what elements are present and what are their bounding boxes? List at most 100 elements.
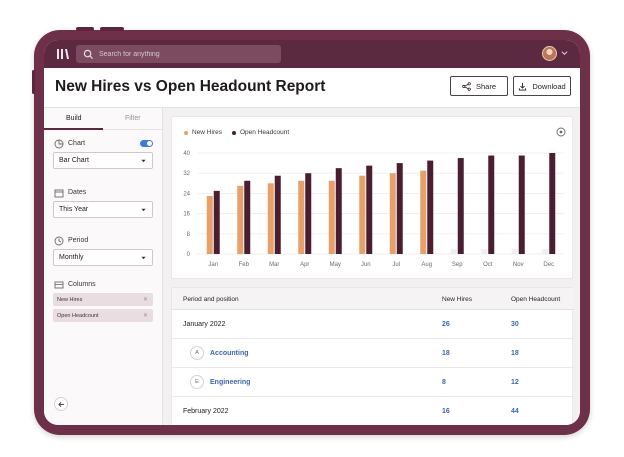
- row-name[interactable]: Engineering: [210, 379, 251, 386]
- chart-type-value: Bar Chart: [59, 157, 89, 164]
- active-tab-indicator: [44, 128, 103, 130]
- x-tick-label: Aug: [421, 262, 432, 268]
- bar-open-headcount: [335, 168, 342, 254]
- tablet-frame: New Hires vs Open Headount Report Share: [32, 27, 590, 435]
- column-header[interactable]: Open Headcount: [511, 296, 561, 303]
- legend-swatch: [231, 130, 236, 135]
- bar-open-headcount: [244, 180, 251, 254]
- period-label: Period: [68, 237, 89, 244]
- close-icon[interactable]: ✕: [142, 313, 148, 319]
- new-hires-value: 26: [442, 321, 450, 328]
- dates-select[interactable]: This Year: [53, 201, 153, 218]
- new-hires-value: 8: [442, 379, 446, 386]
- bar-new-hires: [481, 248, 488, 254]
- columns-label: Columns: [68, 281, 96, 288]
- bar-new-hires: [267, 183, 274, 254]
- close-icon[interactable]: ✕: [142, 297, 148, 303]
- column-header[interactable]: New Hires: [442, 296, 472, 303]
- chart-type-select[interactable]: Bar Chart: [53, 152, 153, 169]
- open-headcount-value: 12: [511, 379, 519, 386]
- bar-open-headcount: [549, 153, 556, 254]
- app-logo-icon[interactable]: [56, 48, 70, 60]
- settings-icon[interactable]: [556, 127, 566, 137]
- column-header[interactable]: Period and position: [183, 296, 239, 303]
- chevron-down-icon: [141, 256, 146, 260]
- main-content: New Hires Open Headcount 0 8 16 24 32 40 Jan Fe…: [163, 108, 580, 425]
- tab-filter[interactable]: Filter: [125, 115, 141, 122]
- search-box[interactable]: [76, 45, 281, 63]
- row-name[interactable]: Accounting: [210, 350, 249, 357]
- search-icon: [83, 49, 94, 59]
- column-chip-open-headcount[interactable]: Open Headcount ✕: [53, 309, 153, 322]
- download-icon: [519, 82, 527, 91]
- open-headcount-value: 30: [511, 321, 519, 328]
- avatar[interactable]: [542, 46, 557, 61]
- bar-open-headcount: [457, 158, 464, 254]
- bar-new-hires: [237, 185, 244, 254]
- arrow-left-icon: [57, 401, 64, 407]
- bar-open-headcount: [488, 155, 495, 254]
- x-tick-label: Jun: [361, 262, 371, 268]
- tab-build[interactable]: Build: [66, 115, 82, 122]
- bar-new-hires: [420, 170, 427, 254]
- bar-open-headcount: [518, 155, 525, 254]
- device-button: [100, 27, 124, 31]
- table-row[interactable]: A Accounting 18 18: [172, 339, 574, 368]
- bar-new-hires: [389, 173, 396, 254]
- x-tick-label: Dec: [543, 262, 554, 268]
- y-tick-label: 32: [183, 171, 190, 177]
- chart-toggle[interactable]: [140, 140, 153, 147]
- share-button[interactable]: Share: [450, 76, 508, 96]
- department-badge: A: [190, 346, 204, 360]
- y-tick-label: 0: [187, 252, 191, 258]
- calendar-icon: [54, 189, 64, 198]
- device-button: [76, 27, 94, 31]
- chevron-down-icon[interactable]: [561, 50, 568, 56]
- columns-icon: [54, 281, 64, 289]
- period-select[interactable]: Monthly: [53, 249, 153, 266]
- report-table: Period and position New Hires Open Headc…: [171, 287, 574, 425]
- department-badge: E: [190, 375, 204, 389]
- table-row[interactable]: February 2022 16 44: [172, 397, 574, 425]
- page-header: New Hires vs Open Headount Report Share: [44, 68, 580, 108]
- share-label: Share: [475, 81, 496, 91]
- app-screen: New Hires vs Open Headount Report Share: [44, 40, 580, 425]
- bar-new-hires: [328, 180, 335, 254]
- legend-item-open-headcount: Open Headcount: [231, 129, 289, 136]
- legend-item-new-hires: New Hires: [184, 129, 222, 136]
- download-label: Download: [532, 81, 566, 91]
- y-tick-label: 40: [183, 151, 190, 157]
- table-row[interactable]: January 2022 26 30: [172, 310, 574, 339]
- back-button[interactable]: [54, 397, 68, 411]
- column-chip-new-hires[interactable]: New Hires ✕: [53, 293, 153, 306]
- new-hires-value: 18: [442, 350, 450, 357]
- bar-new-hires: [298, 180, 305, 254]
- bar-open-headcount: [396, 163, 403, 254]
- x-tick-label: Jan: [208, 262, 218, 268]
- table-header: Period and position New Hires Open Headc…: [172, 288, 574, 310]
- x-tick-label: Oct: [483, 262, 493, 268]
- download-button[interactable]: Download: [513, 76, 571, 96]
- legend-label: New Hires: [192, 129, 222, 136]
- x-tick-label: Nov: [513, 262, 524, 268]
- legend-swatch: [184, 130, 188, 135]
- dates-value: This Year: [59, 206, 89, 213]
- table-row[interactable]: E Engineering 8 12: [172, 368, 574, 397]
- row-name: February 2022: [183, 408, 229, 415]
- period-value: Monthly: [59, 254, 84, 261]
- clock-icon: [54, 236, 64, 246]
- y-tick-label: 8: [187, 232, 191, 238]
- share-icon: [462, 81, 471, 91]
- bar-new-hires: [359, 175, 366, 254]
- bar-new-hires: [450, 248, 457, 254]
- bar-open-headcount: [427, 160, 434, 254]
- bar-chart: 0 8 16 24 32 40 Jan Feb Mar Apr May Jun Jul Aug Sep Oct…: [183, 151, 564, 268]
- chip-label: New Hires: [57, 296, 83, 303]
- bar-open-headcount: [213, 190, 220, 254]
- open-headcount-value: 18: [511, 350, 519, 357]
- build-sidebar: Build Filter Chart Bar Chart Dates This …: [44, 108, 163, 425]
- bar-new-hires: [511, 248, 518, 254]
- search-input[interactable]: [99, 50, 269, 58]
- y-tick-label: 24: [183, 191, 190, 197]
- bar-new-hires: [206, 195, 213, 254]
